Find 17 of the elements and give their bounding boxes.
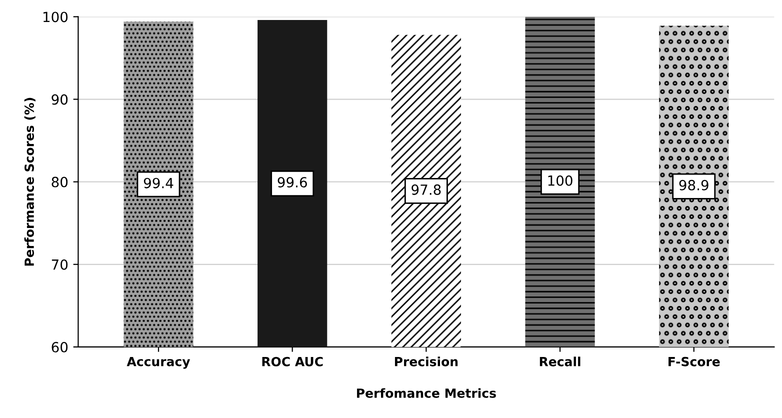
- x-tick-label: Accuracy: [126, 356, 190, 369]
- data-label: 99.6: [278, 177, 307, 188]
- x-tick-label: ROC AUC: [262, 356, 323, 366]
- x-tick-label: Recall: [540, 356, 580, 366]
- y-axis-title: Performance Scores (%): [24, 98, 36, 266]
- x-axis-title: Perfomance Metrics: [357, 388, 496, 398]
- x-tick-label: Precision: [394, 356, 458, 366]
- data-label: 97.8: [412, 184, 441, 195]
- data-label: 98.9: [679, 180, 708, 190]
- y-tick-label: 70: [52, 259, 68, 270]
- y-tick-label: 60: [52, 342, 68, 352]
- x-tick-label: F-Score: [668, 356, 720, 366]
- data-label: 99.4: [144, 178, 174, 188]
- y-tick-label: 90: [52, 94, 68, 105]
- data-label: 100: [548, 175, 572, 186]
- y-tick-label: 80: [52, 176, 68, 188]
- y-tick-label: 100: [43, 12, 68, 22]
